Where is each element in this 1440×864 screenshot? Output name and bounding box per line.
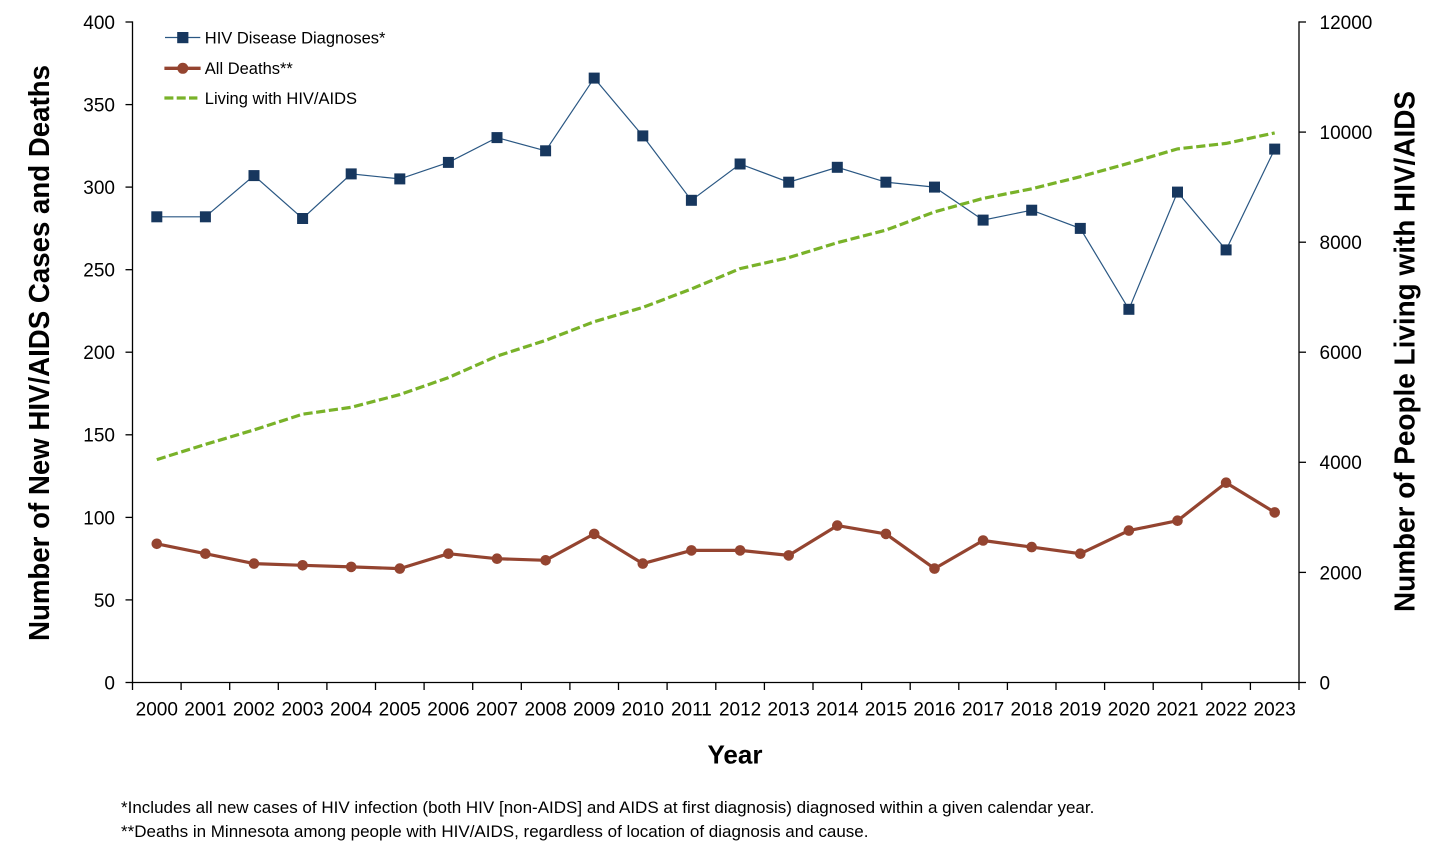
svg-text:200: 200 [83,343,115,364]
svg-text:2004: 2004 [330,700,373,721]
svg-text:Number of New HIV/AIDS Cases a: Number of New HIV/AIDS Cases and Deaths [24,65,56,641]
svg-text:250: 250 [83,261,115,282]
svg-text:2010: 2010 [622,700,664,721]
svg-text:8000: 8000 [1320,233,1362,254]
svg-text:2016: 2016 [913,700,955,721]
svg-text:2000: 2000 [136,700,178,721]
svg-text:12000: 12000 [1320,13,1373,34]
svg-text:50: 50 [94,591,115,612]
svg-text:HIV Disease Diagnoses*: HIV Disease Diagnoses* [205,29,386,47]
svg-text:2002: 2002 [233,700,275,721]
svg-text:2018: 2018 [1011,700,1053,721]
svg-text:400: 400 [83,13,115,34]
svg-text:Living with HIV/AIDS: Living with HIV/AIDS [205,90,357,108]
svg-text:2015: 2015 [865,700,907,721]
svg-text:10000: 10000 [1320,123,1373,144]
svg-text:2011: 2011 [671,700,712,721]
svg-text:2012: 2012 [719,700,761,721]
svg-text:6000: 6000 [1320,343,1362,364]
svg-text:2003: 2003 [281,700,323,721]
svg-text:2013: 2013 [768,700,810,721]
svg-text:2007: 2007 [476,700,518,721]
svg-text:2009: 2009 [573,700,615,721]
svg-text:2022: 2022 [1205,700,1247,721]
svg-text:2005: 2005 [379,700,421,721]
svg-text:2014: 2014 [816,700,859,721]
svg-text:2017: 2017 [962,700,1004,721]
svg-text:2023: 2023 [1254,700,1296,721]
svg-text:2019: 2019 [1059,700,1101,721]
svg-text:2021: 2021 [1156,700,1198,721]
svg-text:2006: 2006 [427,700,469,721]
svg-text:350: 350 [83,96,115,117]
svg-text:2001: 2001 [184,700,226,721]
svg-text:2000: 2000 [1320,563,1362,584]
svg-text:**Deaths in Minnesota among pe: **Deaths in Minnesota among people with … [121,822,869,841]
svg-text:300: 300 [83,178,115,199]
svg-text:2008: 2008 [524,700,566,721]
svg-text:0: 0 [104,673,115,694]
svg-text:100: 100 [83,508,115,529]
svg-text:0: 0 [1320,673,1331,694]
svg-text:150: 150 [83,426,115,447]
svg-text:All Deaths**: All Deaths** [205,60,294,78]
svg-text:*Includes all new cases of HIV: *Includes all new cases of HIV infection… [121,798,1094,817]
svg-text:Number of People Living with H: Number of People Living with HIV/AIDS [1389,91,1421,612]
svg-text:2020: 2020 [1108,700,1150,721]
svg-text:Year: Year [708,740,763,770]
svg-text:4000: 4000 [1320,453,1362,474]
